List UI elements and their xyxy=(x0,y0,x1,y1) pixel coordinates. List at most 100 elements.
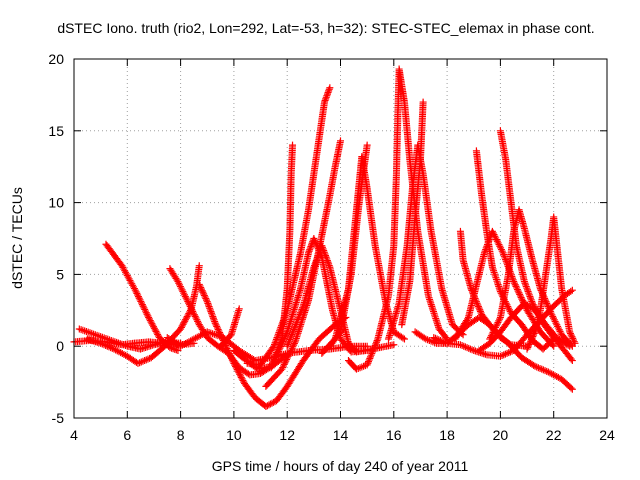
data-point xyxy=(269,344,277,352)
data-marks xyxy=(70,65,579,411)
data-point xyxy=(271,340,279,348)
data-point xyxy=(493,237,501,245)
data-point xyxy=(567,287,575,295)
series-track xyxy=(384,141,467,343)
data-point xyxy=(277,323,285,331)
data-point xyxy=(283,356,291,364)
data-point xyxy=(177,323,185,331)
data-point xyxy=(312,258,320,266)
data-point xyxy=(366,353,374,361)
data-point xyxy=(137,358,145,366)
data-point xyxy=(203,296,211,304)
data-point xyxy=(203,298,211,306)
data-point xyxy=(274,349,282,357)
data-point xyxy=(399,334,407,342)
data-point xyxy=(318,243,326,251)
data-point xyxy=(204,301,212,309)
data-point xyxy=(527,337,535,345)
data-point xyxy=(325,262,333,270)
data-point xyxy=(566,342,574,350)
data-point xyxy=(529,333,537,341)
data-point xyxy=(298,305,306,313)
data-point xyxy=(297,309,305,317)
series-track xyxy=(163,328,371,365)
series-track xyxy=(243,84,334,369)
data-point xyxy=(147,318,155,326)
data-point xyxy=(485,237,493,245)
data-point xyxy=(181,317,189,325)
data-point xyxy=(366,354,374,362)
data-point xyxy=(141,307,149,315)
data-point xyxy=(148,320,156,328)
data-point xyxy=(272,354,280,362)
data-point xyxy=(139,302,147,310)
data-point xyxy=(179,288,187,296)
series-track xyxy=(523,213,579,353)
data-point xyxy=(292,320,300,328)
data-point xyxy=(566,329,574,337)
data-point xyxy=(237,373,245,381)
data-point xyxy=(134,291,142,299)
data-point xyxy=(132,288,140,296)
data-point xyxy=(297,307,305,315)
data-point xyxy=(188,306,196,314)
data-point xyxy=(285,351,293,359)
data-point xyxy=(570,338,578,346)
data-point xyxy=(463,315,471,323)
data-point xyxy=(280,315,288,323)
data-point xyxy=(290,325,298,333)
data-point xyxy=(296,310,304,318)
data-point xyxy=(293,317,301,325)
data-point xyxy=(279,362,287,370)
data-point xyxy=(275,329,283,337)
data-point xyxy=(311,260,319,268)
data-point xyxy=(474,303,482,311)
data-point xyxy=(295,314,303,322)
data-point xyxy=(364,359,372,367)
data-point xyxy=(135,294,143,302)
x-tick-label: 18 xyxy=(439,427,455,443)
data-point xyxy=(475,304,483,312)
data-point xyxy=(177,284,185,292)
data-point xyxy=(235,305,243,313)
data-point xyxy=(513,286,521,294)
data-point xyxy=(97,339,105,347)
y-tick-label: 5 xyxy=(56,266,64,282)
data-point xyxy=(207,308,215,316)
data-point xyxy=(567,331,575,339)
plot-frame xyxy=(73,58,608,419)
data-point xyxy=(505,349,513,357)
data-point xyxy=(312,240,320,248)
data-point xyxy=(149,321,157,329)
data-point xyxy=(276,325,284,333)
data-point xyxy=(107,344,115,352)
data-point xyxy=(552,319,560,327)
series-track xyxy=(398,98,427,329)
data-point xyxy=(492,322,500,330)
data-point xyxy=(268,399,276,407)
data-point xyxy=(197,284,205,292)
data-point xyxy=(136,296,144,304)
data-point xyxy=(198,287,206,295)
data-point xyxy=(368,348,376,356)
data-point xyxy=(541,367,549,375)
data-point xyxy=(463,344,471,352)
data-point xyxy=(528,334,536,342)
data-point xyxy=(322,253,330,261)
data-point xyxy=(231,361,239,369)
data-point xyxy=(460,342,468,350)
data-point xyxy=(282,329,290,337)
data-point xyxy=(498,247,506,255)
data-point xyxy=(550,316,558,324)
data-point xyxy=(142,309,150,317)
data-point xyxy=(187,304,195,312)
data-point xyxy=(206,304,214,312)
data-point xyxy=(108,344,116,352)
data-point xyxy=(195,280,203,288)
data-point xyxy=(276,327,284,335)
data-point xyxy=(213,322,221,330)
data-point xyxy=(281,333,289,341)
data-point xyxy=(199,288,207,296)
series-track xyxy=(102,240,182,355)
